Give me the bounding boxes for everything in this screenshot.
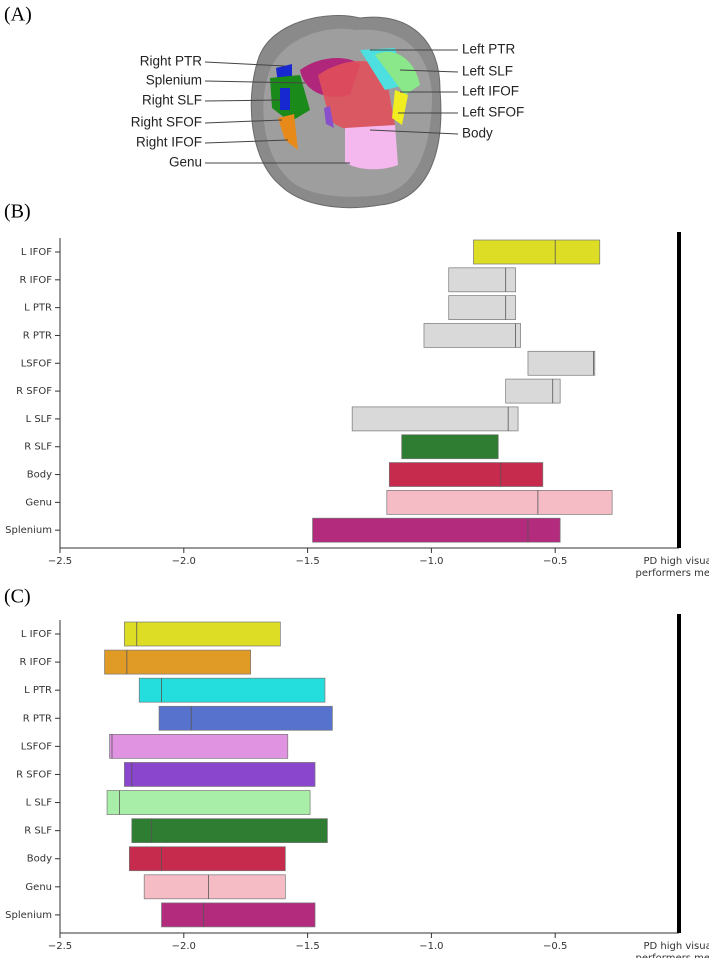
y-tick-label: L IFOF: [21, 629, 52, 640]
y-tick-label: R SFOF: [16, 769, 52, 780]
y-tick-label: Body: [27, 470, 52, 481]
range-bar: [473, 239, 601, 265]
y-tick-label: LSFOF: [21, 358, 53, 369]
y-tick-label: Splenium: [5, 910, 52, 921]
reference-label: performers mean: [636, 568, 709, 579]
x-tick-label: −1.0: [419, 941, 443, 952]
brain-illustration: [204, 15, 459, 209]
range-bar: [351, 406, 519, 432]
range-bar: [505, 378, 561, 404]
tract-label: Left SFOF: [462, 105, 524, 120]
x-tick-label: −2.5: [48, 556, 72, 567]
tract-label: Body: [462, 126, 493, 141]
tract-label: Genu: [169, 155, 202, 170]
y-tick-label: R IFOF: [20, 275, 53, 286]
x-tick-label: −2.0: [172, 556, 196, 567]
range-bar: [527, 350, 596, 376]
range-bar: [128, 846, 286, 872]
y-tick-label: L SLF: [26, 414, 53, 425]
range-bar: [448, 295, 516, 320]
tract-label: Left IFOF: [462, 84, 519, 99]
tract-label: Left PTR: [462, 42, 516, 57]
y-tick-label: R SLF: [24, 442, 52, 453]
y-tick-label: L PTR: [24, 303, 52, 314]
range-bar: [401, 434, 499, 460]
y-tick-label: Splenium: [5, 525, 52, 536]
tract-label: Right PTR: [140, 54, 203, 69]
tract-label: Right SLF: [142, 93, 202, 108]
reference-label: PD high visual: [643, 941, 709, 952]
y-tick-label: LSFOF: [21, 741, 53, 752]
y-tick-label: R SFOF: [16, 386, 52, 397]
tract-label: Right SFOF: [131, 115, 202, 130]
x-tick-label: −1.5: [295, 556, 319, 567]
tract-label: Splenium: [146, 73, 202, 88]
range-bar: [131, 818, 328, 843]
y-tick-label: L SLF: [26, 798, 53, 809]
panel-label: (A): [4, 4, 32, 26]
reference-label: performers mean: [636, 953, 709, 958]
range-bar: [312, 517, 561, 543]
y-tick-label: Genu: [25, 497, 52, 508]
x-tick-label: −0.5: [543, 556, 567, 567]
range-bar: [124, 762, 316, 787]
y-tick-label: L IFOF: [21, 247, 52, 258]
range-bar: [124, 621, 281, 647]
range-bar: [388, 462, 544, 487]
range-bar: [423, 323, 521, 348]
x-tick-label: −1.0: [419, 556, 443, 567]
range-bar: [386, 490, 613, 515]
y-tick-label: Genu: [25, 882, 52, 893]
panel-label: (B): [4, 201, 31, 223]
range-bar: [448, 267, 516, 293]
range-bar: [109, 734, 289, 759]
x-tick-label: −2.5: [48, 941, 72, 952]
x-tick-label: −2.0: [172, 941, 196, 952]
y-tick-label: R PTR: [23, 330, 52, 341]
reference-label: PD high visual: [643, 556, 709, 567]
tract-label: Left SLF: [462, 64, 513, 79]
tract-label: Right IFOF: [136, 135, 202, 150]
panel-label: (C): [4, 586, 31, 608]
y-tick-label: L PTR: [24, 685, 52, 696]
range-bar: [104, 649, 252, 675]
y-tick-label: R SLF: [24, 826, 52, 837]
y-tick-label: Body: [27, 854, 52, 865]
y-tick-label: R IFOF: [20, 657, 53, 668]
x-tick-label: −0.5: [543, 941, 567, 952]
x-tick-label: −1.5: [295, 941, 319, 952]
y-tick-label: R PTR: [23, 713, 52, 724]
range-bar: [143, 874, 286, 900]
range-bar: [138, 677, 326, 703]
range-bar: [106, 790, 311, 815]
range-bar: [158, 705, 333, 731]
range-bar: [161, 902, 316, 928]
